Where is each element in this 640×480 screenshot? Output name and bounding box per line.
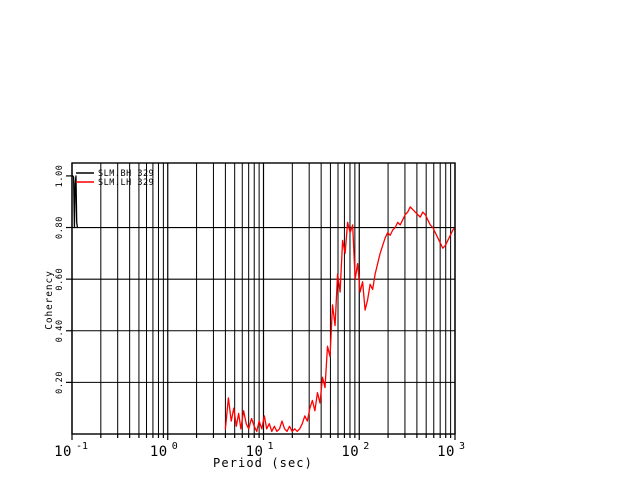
x-axis-label: Period (sec) bbox=[213, 456, 313, 470]
x-tick-label-mantissa: 10 bbox=[54, 444, 72, 460]
series-line-1 bbox=[224, 206, 456, 433]
minor-gridlines bbox=[100, 163, 452, 434]
series-line-0 bbox=[71, 175, 79, 229]
x-tick-label-exponent: 1 bbox=[268, 441, 274, 452]
y-tick-label: 0.40 bbox=[55, 319, 65, 342]
x-tick-label-mantissa: 10 bbox=[246, 444, 264, 460]
x-tick-label-exponent: -1 bbox=[76, 441, 88, 452]
y-tick-label: 1.00 bbox=[55, 164, 65, 187]
y-gridlines bbox=[72, 226, 455, 383]
y-axis-label: Coherency bbox=[44, 270, 55, 330]
x-tick-label-mantissa: 10 bbox=[150, 444, 168, 460]
x-tick-label-exponent: 2 bbox=[363, 441, 369, 452]
legend-label-1: SLM.LH 329 bbox=[98, 178, 154, 188]
x-tick-label-exponent: 3 bbox=[459, 441, 465, 452]
y-tick-label: 0.20 bbox=[55, 371, 65, 394]
y-tick-label: 0.80 bbox=[55, 216, 65, 239]
y-axis-tick-labels: 0.20 0.40 0.60 0.80 1.00 bbox=[55, 164, 65, 393]
x-tick-label-exponent: 0 bbox=[172, 441, 178, 452]
data-series-group bbox=[71, 175, 456, 433]
plot-frame bbox=[71, 162, 456, 435]
x-axis-tick-labels: 10 -1 10 0 10 1 10 2 10 3 bbox=[54, 441, 465, 460]
legend-label-0: SLM.BH 329 bbox=[98, 169, 154, 179]
x-tick-label-mantissa: 10 bbox=[437, 444, 455, 460]
y-tick-marks bbox=[66, 175, 72, 383]
y-tick-label: 0.60 bbox=[55, 268, 65, 291]
x-tick-label-mantissa: 10 bbox=[341, 444, 359, 460]
